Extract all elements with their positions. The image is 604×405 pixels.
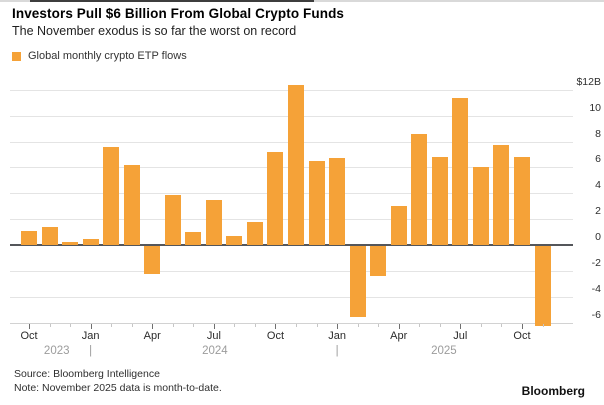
x-tick-label: Apr <box>143 329 161 342</box>
bar <box>123 164 140 245</box>
x-tick-minor <box>480 323 482 327</box>
x-tick-minor <box>70 323 72 327</box>
x-tick-minor <box>439 323 441 327</box>
x-tick-label: Oct <box>266 329 285 342</box>
note-line: Note: November 2025 data is month-to-dat… <box>14 381 222 394</box>
bar <box>513 157 530 245</box>
bar <box>349 246 366 318</box>
bar <box>472 167 489 245</box>
x-tick-major <box>521 323 523 329</box>
x-tick-major <box>90 323 92 329</box>
x-tick-minor <box>111 323 113 327</box>
bar <box>103 146 120 245</box>
x-tick-major <box>275 323 277 329</box>
bar <box>288 84 305 245</box>
gridline <box>10 270 573 272</box>
bar <box>411 133 428 245</box>
bar <box>185 232 202 245</box>
bloomberg-logo: Bloomberg <box>521 384 585 398</box>
zero-line <box>10 244 573 246</box>
chart-subtitle: The November exodus is so far the worst … <box>12 24 297 38</box>
x-tick-minor <box>419 323 421 327</box>
bar <box>452 97 469 245</box>
x-tick-label: Oct <box>20 329 38 342</box>
bar <box>267 151 284 245</box>
x-tick-major <box>460 323 462 329</box>
year-label: 2023 <box>43 344 70 357</box>
x-tick-label: Jan <box>81 329 100 342</box>
x-tick-major <box>29 323 30 329</box>
legend-swatch-icon <box>12 51 21 61</box>
x-tick-minor <box>234 323 236 327</box>
chart-plot: $12B 10 8 6 4 2 0 -2 -4 -6 Oct Jan Apr Jul Oct Jan Apr Ju… <box>0 70 604 370</box>
gridline <box>10 296 573 298</box>
x-tick-minor <box>542 323 544 327</box>
year-label: 2025 <box>431 344 457 357</box>
chart-title: Investors Pull $6 Billion From Global Cr… <box>12 6 345 21</box>
x-tick-minor <box>378 323 380 327</box>
y-tick-label: 2 <box>595 205 601 218</box>
bar <box>370 246 387 276</box>
x-tick-minor <box>501 323 503 327</box>
y-tick-label: 10 <box>589 101 601 114</box>
legend: Global monthly crypto ETP flows <box>12 49 187 63</box>
x-tick-major <box>152 323 154 329</box>
x-tick-label: Oct <box>513 329 531 342</box>
x-tick-major <box>337 323 339 329</box>
x-tick-major <box>398 323 400 329</box>
x-tick-minor <box>254 323 256 327</box>
bar <box>41 226 58 245</box>
x-tick-label: Jul <box>206 329 221 342</box>
y-tick-label: $12B <box>576 75 601 88</box>
x-tick-minor <box>193 323 195 327</box>
bar <box>144 246 161 275</box>
bar <box>431 157 448 245</box>
year-label: 2024 <box>202 344 228 357</box>
gridline <box>10 322 573 324</box>
x-tick-minor <box>131 323 133 327</box>
bar <box>308 160 325 245</box>
y-tick-label: -2 <box>591 256 601 269</box>
year-divider: | <box>335 344 339 357</box>
x-tick-minor <box>49 323 51 327</box>
y-tick-label: -4 <box>591 282 601 295</box>
y-tick-label: 4 <box>595 179 601 192</box>
footer: Source: Bloomberg Intelligence Note: Nov… <box>14 368 222 395</box>
bar <box>82 238 99 245</box>
x-tick-label: Jan <box>328 329 346 342</box>
x-tick-minor <box>357 323 359 327</box>
bar <box>21 230 37 245</box>
source-line: Source: Bloomberg Intelligence <box>14 368 160 380</box>
top-border-line <box>0 0 604 2</box>
x-tick-major <box>213 323 215 329</box>
bar <box>164 194 181 245</box>
bar <box>205 199 222 245</box>
bar <box>329 158 346 245</box>
x-tick-minor <box>316 323 318 327</box>
y-tick-label: 8 <box>595 127 601 140</box>
y-tick-label: 6 <box>595 153 601 166</box>
legend-label: Global monthly crypto ETP flows <box>28 50 187 62</box>
x-tick-minor <box>172 323 174 327</box>
x-tick-label: Apr <box>390 329 408 342</box>
x-tick-minor <box>296 323 298 327</box>
bar <box>226 235 243 245</box>
bar <box>246 221 263 245</box>
y-tick-label: -6 <box>591 308 601 321</box>
y-tick-label: 0 <box>595 231 601 243</box>
x-tick-label: Jul <box>453 329 468 342</box>
bar <box>62 242 79 245</box>
bar <box>534 246 551 327</box>
year-divider: | <box>89 344 93 357</box>
bar <box>390 206 407 245</box>
bar <box>493 145 510 245</box>
